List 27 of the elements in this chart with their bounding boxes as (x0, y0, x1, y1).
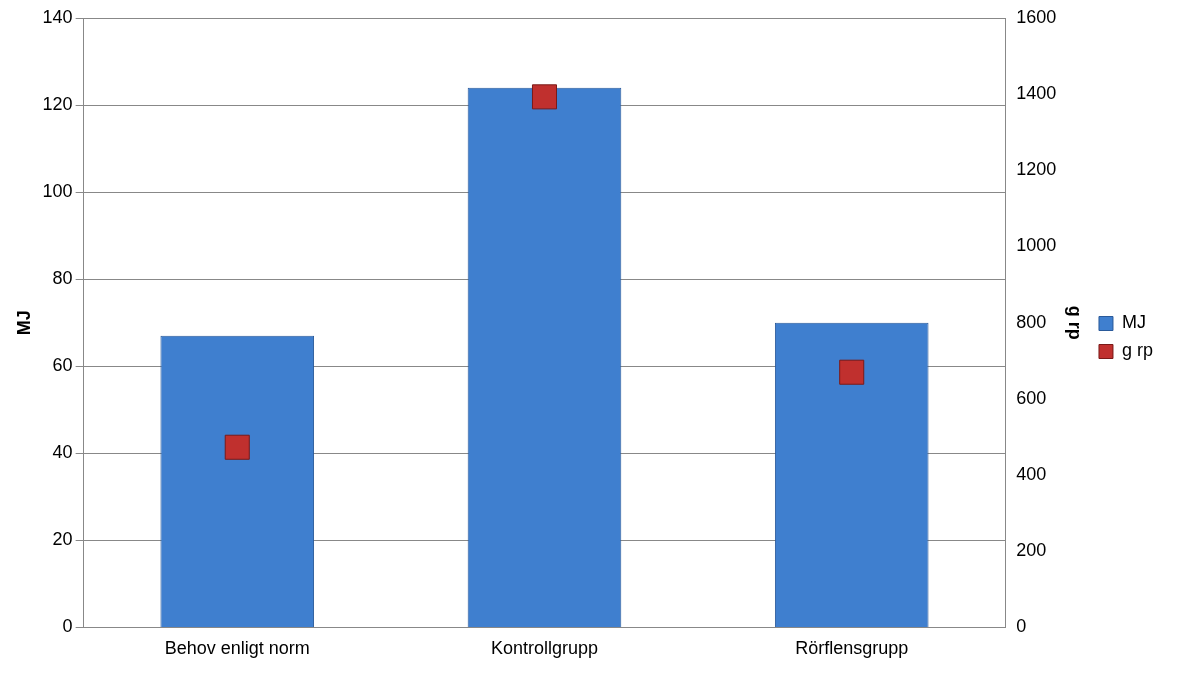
x-tick-label: Kontrollgrupp (490, 638, 599, 659)
point (531, 84, 558, 110)
y2-tick-label: 1600 (1016, 6, 1057, 27)
y-tick-label: 20 (52, 529, 73, 550)
y2-tick-label: 400 (1016, 464, 1047, 485)
x-tick-label: Behov enligt norm (164, 638, 310, 659)
x-tick-label: Rörflensgrupp (795, 638, 909, 659)
y-tick-label: 120 (42, 94, 73, 115)
y2-tick-label: 800 (1016, 311, 1047, 332)
y-tick-label: 100 (42, 181, 73, 202)
y-tick-label: 80 (52, 268, 73, 289)
y2-tick-label: 1400 (1016, 83, 1057, 104)
y2-axis-title: g rp (1065, 305, 1086, 340)
legend-label: g rp (1121, 340, 1154, 361)
y2-tick-label: 1000 (1016, 235, 1057, 256)
y2-tick-label: 1200 (1016, 159, 1057, 180)
legend-label: MJ (1121, 312, 1146, 333)
y-tick-label: 0 (62, 616, 73, 637)
y2-tick-label: 200 (1016, 540, 1047, 561)
y-tick-label: 60 (52, 355, 73, 376)
y-tick-label: 140 (42, 6, 73, 27)
y-axis-title: MJ (13, 310, 34, 336)
y-tick-label: 40 (52, 442, 73, 463)
y2-tick-label: 600 (1016, 387, 1047, 408)
point (839, 359, 865, 385)
point (224, 434, 250, 460)
y2-tick-label: 0 (1016, 616, 1027, 637)
